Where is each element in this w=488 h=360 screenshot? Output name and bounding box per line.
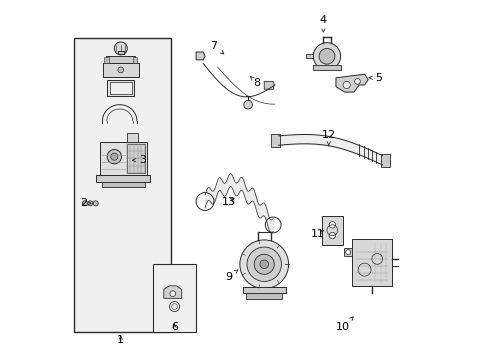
Text: 11: 11 <box>310 229 325 239</box>
Text: 6: 6 <box>171 322 178 332</box>
Circle shape <box>107 149 121 164</box>
Text: 4: 4 <box>319 15 326 32</box>
Polygon shape <box>107 80 134 96</box>
Polygon shape <box>102 182 144 187</box>
Text: 3: 3 <box>132 155 145 165</box>
Circle shape <box>239 240 288 289</box>
Text: 7: 7 <box>210 41 224 54</box>
Circle shape <box>93 201 98 206</box>
Polygon shape <box>126 134 137 142</box>
Polygon shape <box>335 74 367 92</box>
Polygon shape <box>351 239 391 286</box>
Text: 8: 8 <box>250 77 260 88</box>
Polygon shape <box>312 65 341 70</box>
Circle shape <box>345 249 350 255</box>
Circle shape <box>328 232 335 239</box>
Circle shape <box>254 254 274 274</box>
Circle shape <box>82 201 87 206</box>
Polygon shape <box>344 248 351 256</box>
Polygon shape <box>305 54 313 58</box>
Circle shape <box>244 100 252 109</box>
Polygon shape <box>100 142 146 175</box>
Text: 9: 9 <box>224 270 237 282</box>
Text: 5: 5 <box>368 73 382 83</box>
Polygon shape <box>153 264 196 332</box>
Polygon shape <box>96 175 150 182</box>
Text: 12: 12 <box>321 130 335 146</box>
Polygon shape <box>104 57 108 63</box>
Polygon shape <box>271 134 280 147</box>
Polygon shape <box>321 216 343 244</box>
Circle shape <box>118 67 123 73</box>
Circle shape <box>169 291 175 297</box>
Polygon shape <box>102 63 139 77</box>
Polygon shape <box>380 154 389 167</box>
Circle shape <box>328 222 335 228</box>
Circle shape <box>88 201 93 206</box>
Polygon shape <box>126 144 144 173</box>
Polygon shape <box>264 81 274 89</box>
Circle shape <box>343 81 349 89</box>
Circle shape <box>260 260 268 269</box>
Circle shape <box>246 247 281 282</box>
Polygon shape <box>74 39 171 332</box>
Text: 2: 2 <box>80 198 91 208</box>
Polygon shape <box>110 82 131 94</box>
Text: 1: 1 <box>117 334 124 345</box>
Circle shape <box>110 153 118 160</box>
Polygon shape <box>106 55 135 63</box>
Circle shape <box>319 48 334 64</box>
Text: 13: 13 <box>221 197 235 207</box>
Polygon shape <box>163 286 182 298</box>
Polygon shape <box>242 287 285 293</box>
Circle shape <box>114 42 127 55</box>
Circle shape <box>354 78 360 84</box>
Circle shape <box>313 42 340 70</box>
Polygon shape <box>118 51 123 54</box>
Polygon shape <box>196 52 204 60</box>
Polygon shape <box>246 293 282 299</box>
Text: 10: 10 <box>335 317 352 332</box>
Polygon shape <box>133 57 137 63</box>
